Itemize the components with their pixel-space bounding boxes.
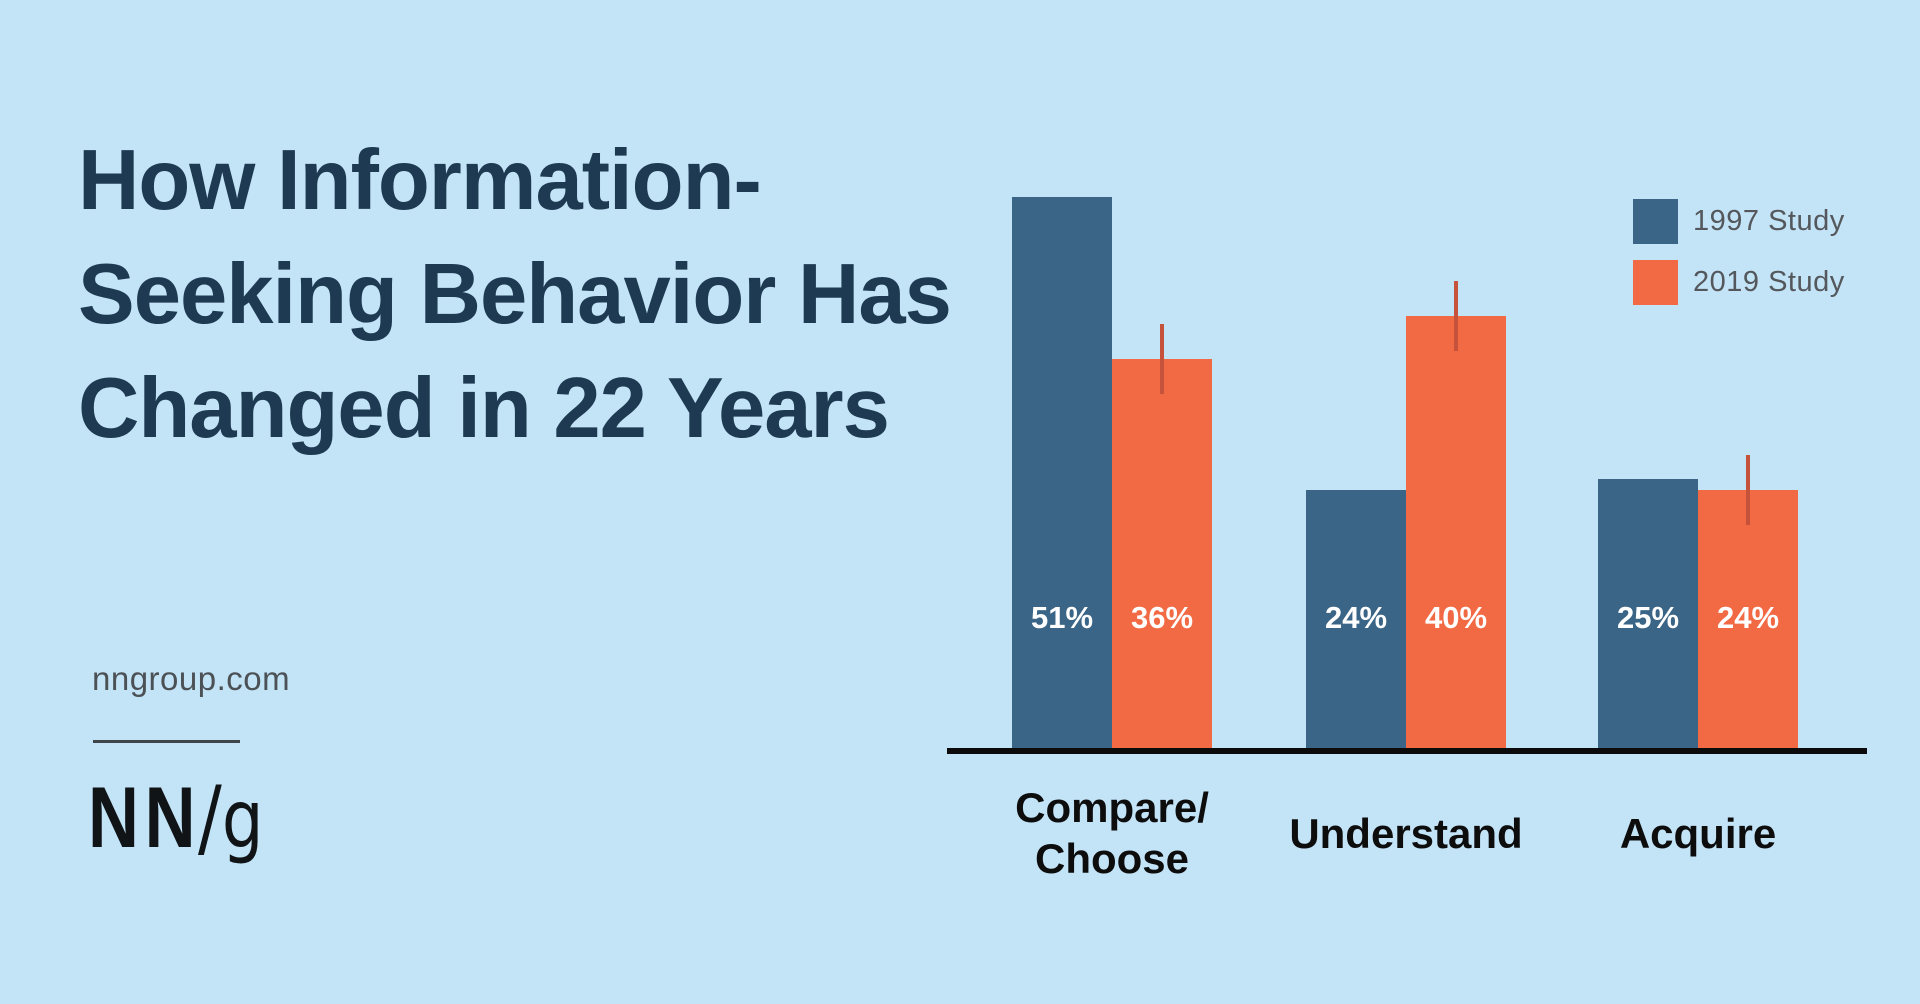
error-bar-2019-2: [1746, 455, 1750, 525]
chart-title-line: How Information-: [78, 133, 762, 228]
legend-label-2019: 2019 Study: [1693, 266, 1845, 298]
bar-value-label: 36%: [1130, 600, 1194, 635]
bar-value-label: 51%: [1030, 600, 1094, 635]
footer-divider: [93, 740, 240, 743]
site-url: nngroup.com: [92, 660, 291, 697]
bar-1997-0: [1012, 197, 1112, 750]
category-label-line: Acquire: [1619, 809, 1777, 857]
x-axis-line: [947, 748, 1867, 754]
legend-swatch-2019: [1633, 260, 1678, 305]
legend-swatch-1997: [1633, 199, 1678, 244]
legend-item-2019: 2019 Study: [1633, 260, 1845, 305]
bar-1997-1: [1306, 490, 1406, 750]
bar-2019-0: [1112, 359, 1212, 750]
nng-logo-g: g: [221, 773, 264, 866]
chart-title: How Information- Seeking Behavior Has Ch…: [78, 124, 952, 466]
category-label: Understand: [1236, 808, 1576, 859]
category-label-line: Choose: [1034, 835, 1189, 882]
bar-2019-1: [1406, 316, 1506, 750]
nng-logo-slash: /: [198, 768, 222, 868]
nng-logo: NN/g: [88, 768, 263, 868]
category-label-line: Understand: [1289, 809, 1523, 857]
bar-value-label: 24%: [1324, 600, 1388, 635]
bar-1997-2: [1598, 479, 1698, 750]
error-bar-2019-1: [1454, 281, 1458, 351]
bar-value-label: 40%: [1424, 600, 1488, 635]
category-label: Acquire: [1528, 808, 1868, 859]
chart-title-line: Changed in 22 Years: [78, 361, 890, 456]
category-label: Compare/Choose: [942, 782, 1282, 884]
bar-value-label: 25%: [1616, 600, 1680, 635]
error-bar-2019-0: [1160, 324, 1164, 394]
bar-value-label: 24%: [1716, 600, 1780, 635]
bar-2019-2: [1698, 490, 1798, 750]
chart-title-line: Seeking Behavior Has: [78, 247, 952, 342]
category-label-line: Compare/: [1015, 784, 1209, 831]
legend-item-1997: 1997 Study: [1633, 199, 1845, 244]
nng-logo-nn: NN: [88, 770, 202, 866]
legend-label-1997: 1997 Study: [1693, 205, 1845, 237]
